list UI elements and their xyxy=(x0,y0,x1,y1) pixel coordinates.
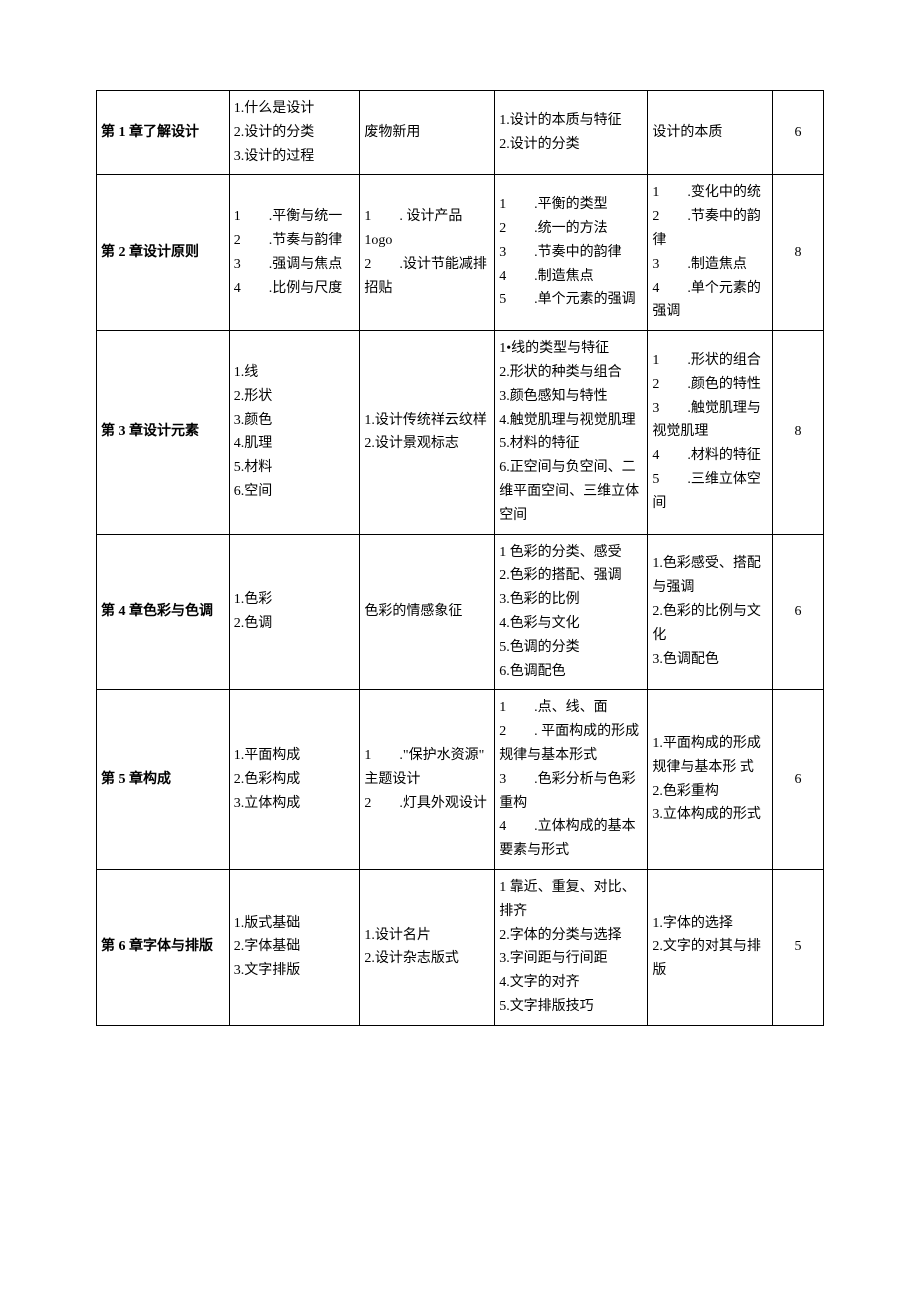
table-row: 第 4 章色彩与色调 1.色彩2.色调 色彩的情感象征 1 色彩的分类、感受2.… xyxy=(97,534,824,690)
curriculum-table: 第 1 章了解设计 1.什么是设计2.设计的分类3.设计的过程 废物新用 1.设… xyxy=(96,90,824,1026)
chapter-cell: 第 1 章了解设计 xyxy=(97,91,230,175)
table-row: 第 1 章了解设计 1.什么是设计2.设计的分类3.设计的过程 废物新用 1.设… xyxy=(97,91,824,175)
hours-cell: 6 xyxy=(772,91,823,175)
chapter-cell: 第 5 章构成 xyxy=(97,690,230,870)
content-cell: 1.平面构成2.色彩构成3.立体构成 xyxy=(229,690,360,870)
hours-cell: 6 xyxy=(772,534,823,690)
content-cell: 1 .变化中的统2 .节奏中的韵律3 .制造焦点4 .单个元素的强调 xyxy=(648,175,773,331)
content-cell: 1 .平衡与统一2 .节奏与韵律3 .强调与焦点4 .比例与尺度 xyxy=(229,175,360,331)
content-cell: 1.版式基础2.字体基础3.文字排版 xyxy=(229,869,360,1025)
content-cell: 1.什么是设计2.设计的分类3.设计的过程 xyxy=(229,91,360,175)
table-row: 第 6 章字体与排版 1.版式基础2.字体基础3.文字排版 1.设计名片2.设计… xyxy=(97,869,824,1025)
hours-cell: 8 xyxy=(772,175,823,331)
hours-cell: 5 xyxy=(772,869,823,1025)
table-body: 第 1 章了解设计 1.什么是设计2.设计的分类3.设计的过程 废物新用 1.设… xyxy=(97,91,824,1026)
content-cell: 1.设计的本质与特征2.设计的分类 xyxy=(495,91,648,175)
content-cell: 1 .点、线、面2 . 平面构成的形成规律与基本形式3 .色彩分析与色彩重构4 … xyxy=(495,690,648,870)
content-cell: 1.色彩2.色调 xyxy=(229,534,360,690)
content-cell: 1 . 设计产品1ogo2 .设计节能减排招贴 xyxy=(360,175,495,331)
content-cell: 1.字体的选择2.文字的对其与排版 xyxy=(648,869,773,1025)
table-row: 第 3 章设计元素 1.线2.形状3.颜色4.肌理5.材料6.空间 1.设计传统… xyxy=(97,331,824,534)
chapter-cell: 第 2 章设计原则 xyxy=(97,175,230,331)
table-row: 第 2 章设计原则 1 .平衡与统一2 .节奏与韵律3 .强调与焦点4 .比例与… xyxy=(97,175,824,331)
content-cell: 1.设计名片2.设计杂志版式 xyxy=(360,869,495,1025)
content-cell: 废物新用 xyxy=(360,91,495,175)
chapter-cell: 第 4 章色彩与色调 xyxy=(97,534,230,690)
table-row: 第 5 章构成 1.平面构成2.色彩构成3.立体构成 1 ."保护水资源"主题设… xyxy=(97,690,824,870)
content-cell: 1.线2.形状3.颜色4.肌理5.材料6.空间 xyxy=(229,331,360,534)
chapter-cell: 第 6 章字体与排版 xyxy=(97,869,230,1025)
content-cell: 1.色彩感受、搭配与强调2.色彩的比例与文化3.色调配色 xyxy=(648,534,773,690)
content-cell: 1 靠近、重复、对比、排齐2.字体的分类与选择3.字间距与行间距4.文字的对齐5… xyxy=(495,869,648,1025)
content-cell: 1 .平衡的类型2 .统一的方法3 .节奏中的韵律4 .制造焦点5 .单个元素的… xyxy=(495,175,648,331)
content-cell: 1 色彩的分类、感受2.色彩的搭配、强调3.色彩的比例4.色彩与文化5.色调的分… xyxy=(495,534,648,690)
content-cell: 1 ."保护水资源"主题设计2 .灯具外观设计 xyxy=(360,690,495,870)
content-cell: 1 .形状的组合2 .颜色的特性3 .触觉肌理与视觉肌理4 .材料的特征5 .三… xyxy=(648,331,773,534)
hours-cell: 8 xyxy=(772,331,823,534)
content-cell: 1.设计传统祥云纹样2.设计景观标志 xyxy=(360,331,495,534)
content-cell: 1•线的类型与特征2.形状的种类与组合3.颜色感知与特性4.触觉肌理与视觉肌理5… xyxy=(495,331,648,534)
content-cell: 1.平面构成的形成规律与基本形 式2.色彩重构3.立体构成的形式 xyxy=(648,690,773,870)
content-cell: 色彩的情感象征 xyxy=(360,534,495,690)
chapter-cell: 第 3 章设计元素 xyxy=(97,331,230,534)
content-cell: 设计的本质 xyxy=(648,91,773,175)
hours-cell: 6 xyxy=(772,690,823,870)
